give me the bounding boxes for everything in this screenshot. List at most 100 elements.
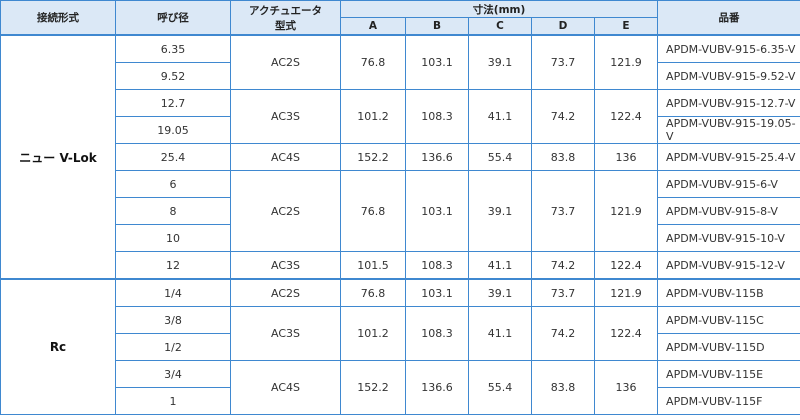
actuator-cell: AC2S [230,34,341,90]
dimension-cell: 136.6 [405,360,469,415]
dimension-cell: 122.4 [593,251,659,280]
dimension-cell: 121.9 [593,170,659,252]
size-cell: 10 [115,224,231,252]
header-part: 品番 [657,0,800,36]
actuator-cell: AC3S [230,251,341,280]
table-body: ニュー V-Lok 6.35 AC2S 76.8 103.1 39.1 73.7 121.9 A… [0,34,800,415]
dimension-cell: 101.2 [340,89,406,144]
dimension-cell: 122.4 [593,306,659,361]
table-row: 12.7 AC3S 101.2 108.3 41.1 74.2 122.4 APDM-VUBV… [1,89,800,144]
header-actuator: アクチュエータ 型式 [230,0,341,36]
header-dim: E [593,17,659,36]
table-row: 3/8 AC3S 101.2 108.3 41.1 74.2 122.4 APDM-VUBV-… [1,306,800,361]
dimension-cell: 76.8 [340,34,406,90]
table-row: 1 APDM-VUBV-115F [1,387,800,415]
part-cell: APDM-VUBV-915-10-V [657,224,800,252]
dimension-cell: 136 [593,360,659,415]
dimension-cell: 74.2 [531,306,595,361]
part-cell: APDM-VUBV-915-25.4-V [657,143,800,171]
dimension-cell: 76.8 [340,278,406,307]
dimension-cell: 55.4 [468,143,532,171]
dimension-cell: 83.8 [531,143,595,171]
part-cell: APDM-VUBV-115E [657,360,800,388]
dimension-cell: 39.1 [468,278,532,307]
table-row: 6 AC2S 76.8 103.1 39.1 73.7 121.9 APDM-VUBV-915… [1,170,800,252]
part-cell: APDM-VUBV-915-19.05-V [657,116,800,144]
dimension-cell: 83.8 [531,360,595,415]
dimension-cell: 39.1 [468,34,532,90]
part-cell: APDM-VUBV-915-12.7-V [657,89,800,117]
dimension-cell: 108.3 [405,251,469,280]
header-text: アクチュエータ [249,4,322,17]
dimension-cell: 41.1 [468,89,532,144]
dimension-cell: 74.2 [531,251,595,280]
part-cell: APDM-VUBV-115C [657,306,800,334]
actuator-cell: AC3S [230,89,341,144]
dimension-cell: 108.3 [405,306,469,361]
header-dim: A [340,17,406,36]
table-row: 9.52 APDM-VUBV-915-9.52-V [1,62,800,90]
size-cell: 6.35 [115,34,231,63]
size-cell: 1/4 [115,278,231,307]
size-cell: 9.52 [115,62,231,90]
table-row: 10 APDM-VUBV-915-10-V [1,224,800,252]
header-dim: D [531,17,595,36]
size-cell: 6 [115,170,231,198]
part-cell: APDM-VUBV-115D [657,333,800,361]
dimension-cell: 73.7 [531,278,595,307]
size-cell: 12.7 [115,89,231,117]
dimension-cell: 101.5 [340,251,406,280]
dimension-cell: 136 [593,143,659,171]
dimension-cell: 152.2 [340,360,406,415]
size-cell: 3/4 [115,360,231,388]
actuator-cell: AC2S [230,278,341,307]
dimension-cell: 74.2 [531,89,595,144]
part-cell: APDM-VUBV-915-8-V [657,197,800,225]
part-cell: APDM-VUBV-915-6.35-V [657,34,800,63]
part-cell: APDM-VUBV-915-9.52-V [657,62,800,90]
size-cell: 1 [115,387,231,415]
actuator-cell: AC4S [230,143,341,171]
header-size: 呼び径 [115,0,231,36]
size-cell: 19.05 [115,116,231,144]
dimension-cell: 103.1 [405,34,469,90]
dimension-cell: 41.1 [468,306,532,361]
actuator-cell: AC4S [230,360,341,415]
table-row: ニュー V-Lok 6.35 AC2S 76.8 103.1 39.1 73.7 121.9 A… [0,34,800,280]
table-row: 25.4 AC4S 152.2 136.6 55.4 83.8 136 APDM-VUBV-9… [1,143,800,171]
table-row: 3/4 AC4S 152.2 136.6 55.4 83.8 136 APDM-VUBV-11… [1,360,800,415]
dimension-cell: 55.4 [468,360,532,415]
dimension-cell: 41.1 [468,251,532,280]
connection-cell: ニュー V-Lok [0,34,116,280]
dimension-cell: 73.7 [531,34,595,90]
header-text: 型式 [275,19,296,32]
part-cell: APDM-VUBV-915-12-V [657,251,800,280]
dimension-cell: 121.9 [593,34,659,90]
actuator-cell: AC2S [230,170,341,252]
dimension-cell: 103.1 [405,278,469,307]
table-row: Rc 1/4 AC2S 76.8 103.1 39.1 73.7 121.9 APDM-VUBV… [0,278,800,415]
table-row: 1/2 APDM-VUBV-115D [1,333,800,361]
dimension-cell: 73.7 [531,170,595,252]
dimension-cell: 103.1 [405,170,469,252]
dimension-cell: 136.6 [405,143,469,171]
size-cell: 1/2 [115,333,231,361]
header-dim: C [468,17,532,36]
header-dim: B [405,17,469,36]
dimension-cell: 122.4 [593,89,659,144]
size-cell: 12 [115,251,231,280]
header-connection: 接続形式 [0,0,116,36]
header-dimensions: 寸法(mm) [339,0,659,18]
dimension-cell: 121.9 [593,278,659,307]
connection-cell: Rc [0,278,116,415]
dimension-cell: 108.3 [405,89,469,144]
size-cell: 25.4 [115,143,231,171]
part-cell: APDM-VUBV-915-6-V [657,170,800,198]
part-cell: APDM-VUBV-115B [657,278,800,307]
table-row: 12 AC3S 101.5 108.3 41.1 74.2 122.4 APDM-VUBV-9… [1,251,800,280]
dimension-cell: 101.2 [340,306,406,361]
dimension-cell: 76.8 [340,170,406,252]
size-cell: 8 [115,197,231,225]
